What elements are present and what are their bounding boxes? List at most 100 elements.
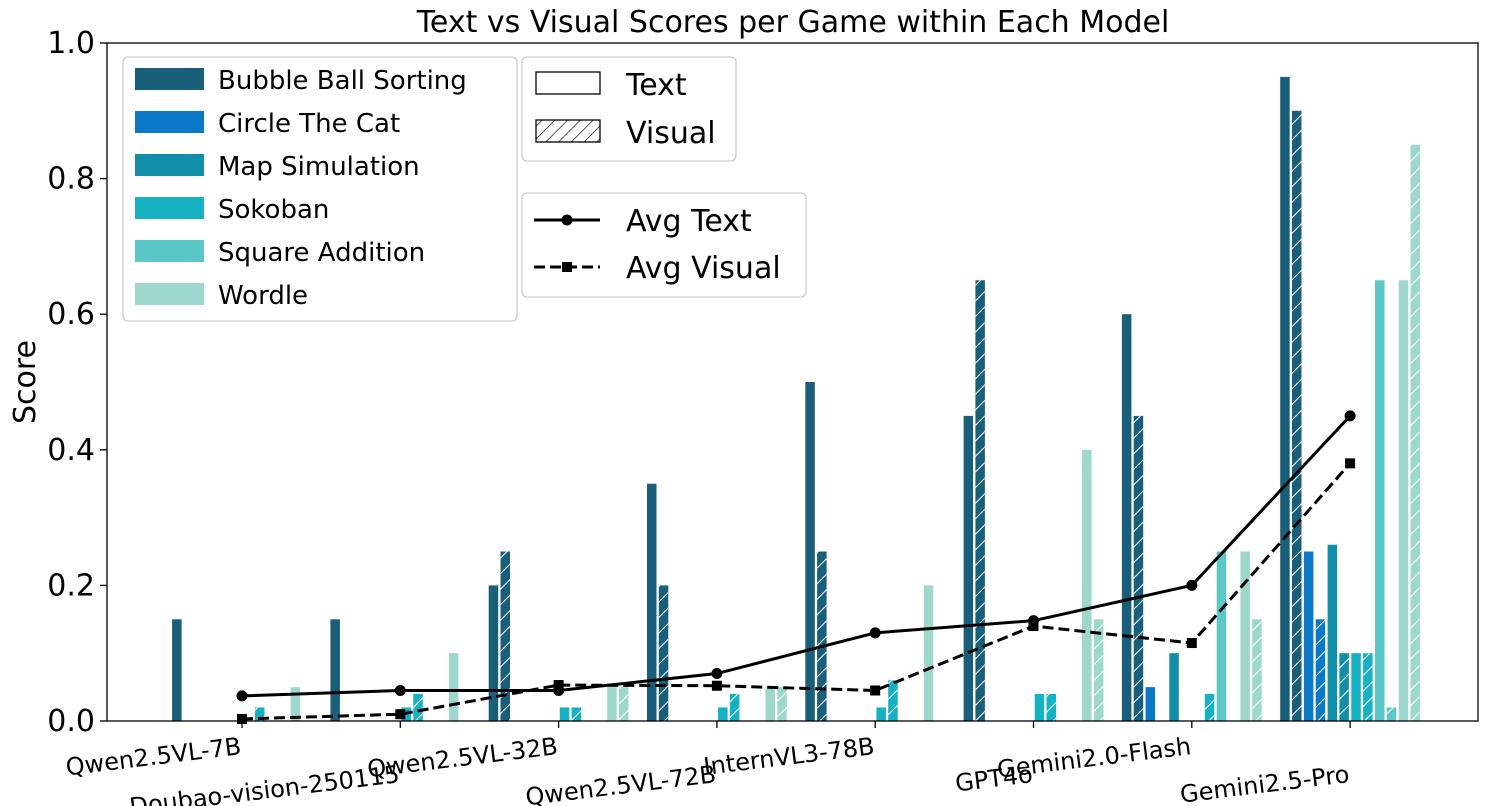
legend-label-square-addition: Square Addition (218, 238, 425, 268)
chart-title: Text vs Visual Scores per Game within Ea… (416, 5, 1170, 40)
point-avg-visual-qwen2-5vl-7b (237, 713, 247, 724)
bar-visual-hatch-doubao-vision-250115-sokoban (413, 693, 423, 721)
x-axis: Qwen2.5VL-7BDoubao-vision-250115Qwen2.5V… (64, 721, 1351, 806)
y-tick-label: 0.6 (47, 297, 95, 332)
bar-visual-hatch-internvl3-78b-sokoban (888, 680, 898, 721)
bar-text-gemini2-0-flash-map-simulation (1169, 653, 1179, 721)
bar-text-gemini2-0-flash-circle-the-cat (1145, 687, 1156, 721)
bar-text-gemini2-5-pro-wordle (1398, 280, 1409, 721)
bar-text-gemini2-5-pro-circle-the-cat (1303, 551, 1314, 721)
bar-visual-hatch-gemini2-5-pro-circle-the-cat (1315, 619, 1326, 721)
bars-layer (172, 76, 1420, 722)
bar-visual-hatch-gpt4o-sokoban (1046, 693, 1056, 721)
bar-text-qwen2-5vl-72b-bubble-ball-sorting (647, 483, 657, 721)
bar-text-gemini2-0-flash-square-addition (1216, 551, 1227, 721)
bar-text-internvl3-78b-wordle (923, 585, 934, 721)
point-avg-text-doubao-vision-250115 (394, 684, 406, 696)
game-legend-frame (122, 56, 518, 322)
bar-visual-hatch-qwen2-5vl-72b-sokoban (729, 693, 740, 721)
x-tick-label-internvl3-78b: InternVL3-78B (702, 732, 876, 781)
x-tick-label-gemini2-5-pro: Gemini2.5-Pro (1178, 760, 1350, 806)
game-legend: Bubble Ball Sorting Circle The Cat Map Sim… (122, 56, 518, 322)
line-avg-text (241, 414, 1352, 698)
point-avg-visual-internvl3-78b (870, 685, 881, 696)
legend-swatch-circle-the-cat (135, 111, 204, 133)
x-tick-label-gemini2-0-flash: Gemini2.0-Flash (996, 732, 1193, 784)
legend-label-bubble-ball-sorting: Bubble Ball Sorting (218, 66, 467, 96)
bar-text-gemini2-5-pro-bubble-ball-sorting (1280, 76, 1290, 721)
bar-text-qwen2-5vl-7b-bubble-ball-sorting (172, 619, 182, 721)
bar-visual-hatch-qwen2-5vl-7b-sokoban (255, 707, 265, 721)
legend-marker-avg-visual (562, 262, 572, 272)
legend-label-circle-the-cat: Circle The Cat (218, 109, 400, 139)
point-avg-visual-gemini2-5-pro (1345, 458, 1356, 469)
bar-visual-hatch-gemini2-0-flash-bubble-ball-sorting (1133, 415, 1144, 721)
bar-visual-hatch-qwen2-5vl-32b-wordle (619, 687, 629, 721)
bar-text-internvl3-78b-bubble-ball-sorting (805, 382, 815, 721)
bar-text-gpt4o-sokoban (1034, 693, 1045, 721)
point-avg-text-qwen2-5vl-7b (236, 690, 248, 702)
bar-text-qwen2-5vl-7b-wordle (290, 687, 301, 721)
bar-text-gemini2-0-flash-wordle (1240, 551, 1250, 721)
legend-swatch-bubble-ball-sorting (135, 68, 204, 90)
bar-text-qwen2-5vl-32b-bubble-ball-sorting (488, 585, 499, 721)
bar-text-doubao-vision-250115-bubble-ball-sorting (330, 619, 340, 721)
average-legend: Avg Text Avg Visual (521, 192, 807, 298)
bar-text-gpt4o-bubble-ball-sorting (963, 415, 974, 721)
bar-visual-hatch-qwen2-5vl-72b-bubble-ball-sorting (658, 585, 669, 721)
y-axis: 0.0 0.2 0.4 0.6 0.8 1.0 (47, 26, 107, 739)
x-tick-label-qwen2-5vl-72b: Qwen2.5VL-72B (524, 760, 718, 806)
point-avg-text-qwen2-5vl-72b (711, 668, 723, 680)
bar-visual-hatch-gpt4o-wordle (1093, 619, 1104, 721)
point-avg-text-gemini2-5-pro (1344, 410, 1356, 422)
x-tick-label-qwen2-5vl-7b: Qwen2.5VL-7B (64, 732, 243, 781)
bar-visual-hatch-qwen2-5vl-72b-wordle (777, 687, 787, 721)
point-avg-visual-gpt4o (1028, 621, 1039, 632)
legend-label-wordle: Wordle (218, 281, 308, 311)
legend-swatch-square-addition (135, 240, 204, 262)
point-avg-visual-doubao-vision-250115 (395, 709, 406, 720)
point-avg-visual-qwen2-5vl-72b (711, 680, 722, 691)
legend-label-map-simulation: Map Simulation (218, 152, 420, 182)
legend-label-sokoban: Sokoban (218, 195, 329, 225)
legend-label-text: Text (625, 68, 687, 103)
x-tick-label-qwen2-5vl-32b: Qwen2.5VL-32B (366, 732, 560, 783)
bar-text-qwen2-5vl-72b-sokoban (718, 707, 728, 721)
legend-label-avg-text: Avg Text (626, 204, 752, 239)
bar-visual-hatch-internvl3-78b-bubble-ball-sorting (817, 551, 827, 721)
legend-swatch-visual (535, 119, 601, 143)
y-axis-label: Score (8, 340, 43, 424)
y-tick-label: 0.4 (47, 433, 95, 468)
bar-text-gemini2-0-flash-bubble-ball-sorting (1121, 314, 1132, 721)
y-tick-label: 0.8 (47, 162, 95, 197)
y-tick-label: 0.2 (47, 568, 95, 603)
point-avg-text-internvl3-78b (869, 627, 881, 639)
legend-swatch-sokoban (135, 197, 204, 219)
bar-visual-hatch-gpt4o-bubble-ball-sorting (975, 280, 985, 721)
bar-visual-hatch-gemini2-0-flash-wordle (1252, 619, 1262, 721)
bar-visual-hatch-gemini2-5-pro-square-addition (1386, 707, 1397, 721)
point-avg-visual-gemini2-0-flash (1186, 638, 1197, 649)
bar-text-gemini2-5-pro-square-addition (1375, 280, 1385, 721)
bar-visual-hatch-gemini2-5-pro-map-simulation (1339, 653, 1349, 721)
bar-visual-hatch-qwen2-5vl-32b-sokoban (571, 707, 582, 721)
y-tick-label: 0.0 (47, 704, 95, 739)
legend-marker-avg-text (561, 214, 573, 226)
legend-swatch-text (535, 71, 601, 95)
line-avg-visual (241, 462, 1352, 721)
legend-swatch-wordle (135, 283, 204, 305)
bar-text-gemini2-5-pro-map-simulation (1327, 544, 1338, 721)
bar-visual-hatch-gemini2-5-pro-sokoban (1363, 653, 1373, 721)
bar-text-doubao-vision-250115-wordle (448, 653, 459, 721)
point-avg-visual-qwen2-5vl-32b (553, 680, 564, 691)
legend-label-avg-visual: Avg Visual (626, 251, 781, 286)
legend-swatch-map-simulation (135, 154, 204, 176)
bar-text-qwen2-5vl-32b-sokoban (559, 707, 570, 721)
bar-visual-hatch-gemini2-5-pro-bubble-ball-sorting (1292, 110, 1302, 722)
bar-text-gemini2-5-pro-sokoban (1351, 653, 1361, 721)
bar-visual-hatch-gemini2-0-flash-sokoban (1204, 693, 1215, 721)
bar-text-gpt4o-wordle (1082, 449, 1092, 721)
plot-frame (106, 42, 1479, 722)
bar-text-internvl3-78b-sokoban (876, 707, 886, 721)
